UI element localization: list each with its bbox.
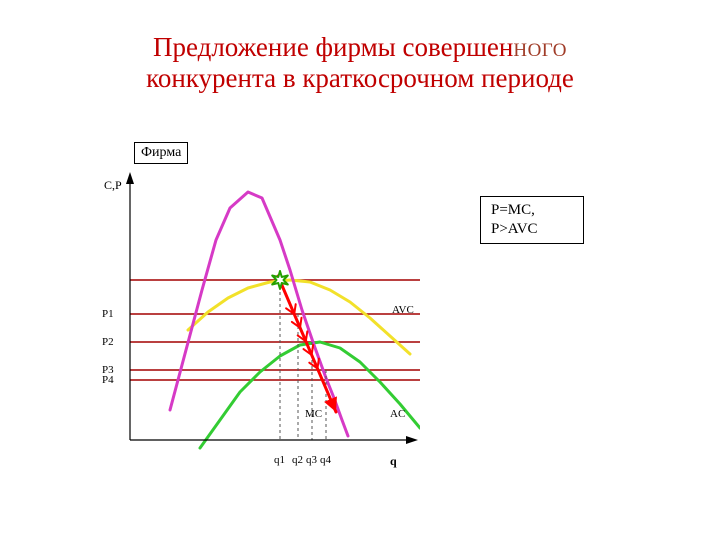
chart-svg	[100, 170, 420, 470]
q-label-q2: q2	[292, 454, 303, 466]
price-label-P1: P1	[102, 308, 114, 320]
q-label-q4: q4	[320, 454, 331, 466]
firm-label-box: Фирма	[134, 142, 188, 164]
slide: Предложение фирмы совершенного конкурент…	[0, 0, 720, 540]
y-axis-label: C,P	[104, 178, 122, 193]
title-line-2: конкурента в краткосрочном периоде	[60, 63, 660, 94]
title-segment-1: Предложение фирмы совершен	[153, 32, 513, 62]
curve-label-AVC: AVC	[392, 304, 414, 316]
curve-label-AC: AC	[390, 408, 405, 420]
x-axis-label: q	[390, 454, 397, 469]
price-label-P2: P2	[102, 336, 114, 348]
slide-title: Предложение фирмы совершенного конкурент…	[60, 32, 660, 94]
q-label-q1: q1	[274, 454, 285, 466]
chart: C,PqP4P3P2P1q1q2q3q4MCACAVC	[100, 170, 420, 470]
price-label-P3: P3	[102, 364, 114, 376]
q-label-q3: q3	[306, 454, 317, 466]
conditions-box: P=MC, P>AVC	[480, 196, 584, 244]
curve-label-MC: MC	[305, 408, 322, 420]
title-segment-2: ного	[513, 32, 567, 62]
